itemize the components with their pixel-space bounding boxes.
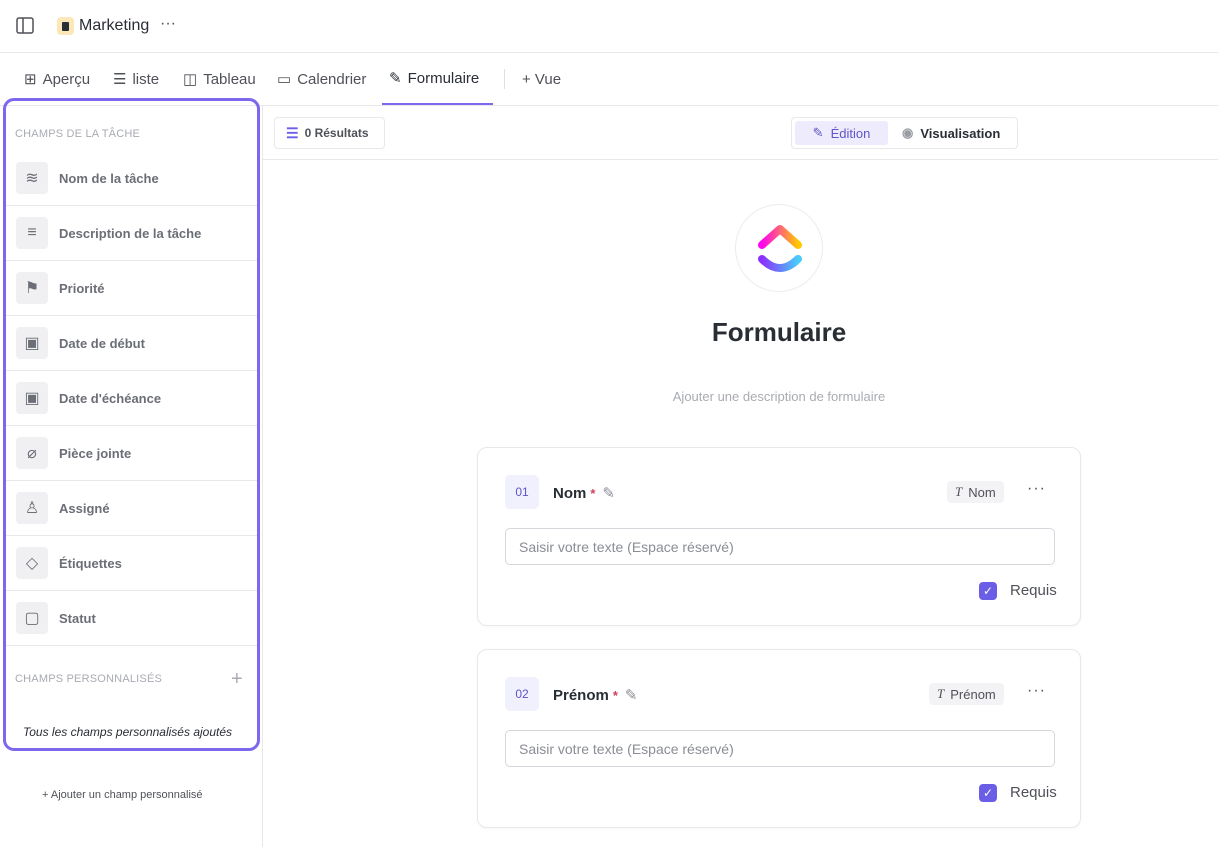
calendar-due-icon: ▣	[16, 382, 48, 414]
tab-calendrier[interactable]: ▭ Calendrier	[277, 70, 367, 89]
field-type-tag: T Prénom	[929, 683, 1004, 705]
fields-sidebar	[0, 106, 263, 847]
board-icon: ◫	[183, 71, 198, 88]
status-icon: ▢	[16, 602, 48, 634]
view-tabs: ⊞ Aperçu ☰ liste ◫ Tableau ▭ Calendrier ✎ For…	[0, 53, 1218, 106]
add-custom-field-button[interactable]: + Ajouter un champ personnalisé	[42, 789, 203, 801]
user-icon: ♙	[16, 492, 48, 524]
field-name[interactable]: Prénom * ✎	[553, 686, 638, 705]
calendar-icon: ▣	[16, 327, 48, 359]
more-options-button[interactable]: ···	[160, 15, 176, 32]
paperclip-icon: ⌀	[16, 437, 48, 469]
sidebar-field-item[interactable]: ⚑ Priorité	[6, 261, 257, 316]
form-description-input[interactable]: Ajouter une description de formulaire	[672, 389, 886, 404]
list-icon: ☰	[286, 124, 299, 141]
results-button[interactable]: ☰ 0 Résultats	[274, 117, 385, 149]
eye-icon: ◉	[902, 125, 914, 140]
layers-icon: ≋	[16, 162, 48, 194]
tab-tableau[interactable]: ◫ Tableau	[183, 70, 256, 89]
space-title[interactable]: Marketing	[79, 17, 150, 34]
pencil-icon[interactable]: ✎	[624, 687, 638, 704]
tab-apercu[interactable]: ⊞ Aperçu	[24, 70, 91, 89]
preview-mode-button[interactable]: ◉ Visualisation	[902, 125, 1001, 141]
top-bar: Marketing ···	[0, 0, 1218, 53]
form-title[interactable]: Formulaire	[711, 317, 847, 347]
flag-icon: ⚑	[16, 272, 48, 304]
form-icon: ✎	[389, 70, 402, 87]
list-icon: ☰	[113, 71, 127, 88]
divider	[504, 69, 505, 89]
field-more-button[interactable]: ···	[1027, 682, 1046, 699]
sidebar-field-item[interactable]: ▣ Date de début	[6, 316, 257, 371]
tab-liste[interactable]: ☰ liste	[113, 70, 160, 89]
task-fields-header: CHAMPS DE LA TÂCHE	[15, 128, 141, 140]
custom-fields-header: CHAMPS PERSONNALISÉS	[15, 673, 163, 685]
text-lines-icon: ≡	[16, 217, 48, 249]
field-number: 02	[505, 677, 539, 711]
clickup-logo	[735, 204, 823, 292]
add-view-button[interactable]: + Vue	[522, 70, 562, 88]
add-custom-field-plus-icon[interactable]: +	[231, 668, 243, 690]
sidebar-field-item[interactable]: ♙ Assigné	[6, 481, 257, 536]
sidebar-field-item[interactable]: ◇ Étiquettes	[6, 536, 257, 591]
sidebar-field-item[interactable]: ⌀ Pièce jointe	[6, 426, 257, 481]
sidebar-field-item[interactable]: ▢ Statut	[6, 591, 257, 646]
form-field-card[interactable]: 01 Nom * ✎ T Nom ··· Saisir votre texte (Es…	[477, 447, 1081, 626]
sidebar-toggle-icon[interactable]	[16, 17, 34, 34]
calendar-icon: ▭	[277, 71, 292, 88]
required-asterisk: *	[590, 485, 596, 501]
required-asterisk: *	[612, 687, 618, 703]
sidebar-field-item[interactable]: ≋ Nom de la tâche	[6, 151, 257, 206]
required-checkbox[interactable]: ✓	[979, 582, 997, 600]
required-label: Requis	[1010, 582, 1057, 599]
required-label: Requis	[1010, 784, 1057, 801]
text-type-icon: T	[955, 484, 963, 499]
highlight-box	[3, 98, 260, 751]
placeholder-input[interactable]: Saisir votre texte (Espace réservé)	[505, 528, 1055, 565]
placeholder-input[interactable]: Saisir votre texte (Espace réservé)	[505, 730, 1055, 767]
form-field-card[interactable]: 02 Prénom * ✎ T Prénom ··· Saisir votre tex…	[477, 649, 1081, 828]
field-more-button[interactable]: ···	[1027, 480, 1046, 497]
field-name[interactable]: Nom * ✎	[553, 484, 615, 503]
grid-icon: ⊞	[24, 71, 37, 88]
field-number: 01	[505, 475, 539, 509]
sidebar-field-item[interactable]: ≡ Description de la tâche	[6, 206, 257, 261]
custom-fields-empty: Tous les champs personnalisés ajoutés	[23, 725, 233, 739]
field-type-tag: T Nom	[947, 481, 1004, 503]
divider	[263, 159, 1218, 160]
tab-formulaire[interactable]: ✎ Formulaire	[382, 53, 493, 105]
document-icon	[57, 17, 74, 35]
edit-mode-button[interactable]: ✎ Édition	[795, 121, 888, 145]
mode-toggle: ✎ Édition ◉ Visualisation	[791, 117, 1018, 149]
pencil-icon: ✎	[812, 125, 824, 140]
tag-icon: ◇	[16, 547, 48, 579]
pencil-icon[interactable]: ✎	[602, 485, 615, 502]
required-checkbox[interactable]: ✓	[979, 784, 997, 802]
sidebar-field-item[interactable]: ▣ Date d'échéance	[6, 371, 257, 426]
text-type-icon: T	[937, 686, 945, 701]
